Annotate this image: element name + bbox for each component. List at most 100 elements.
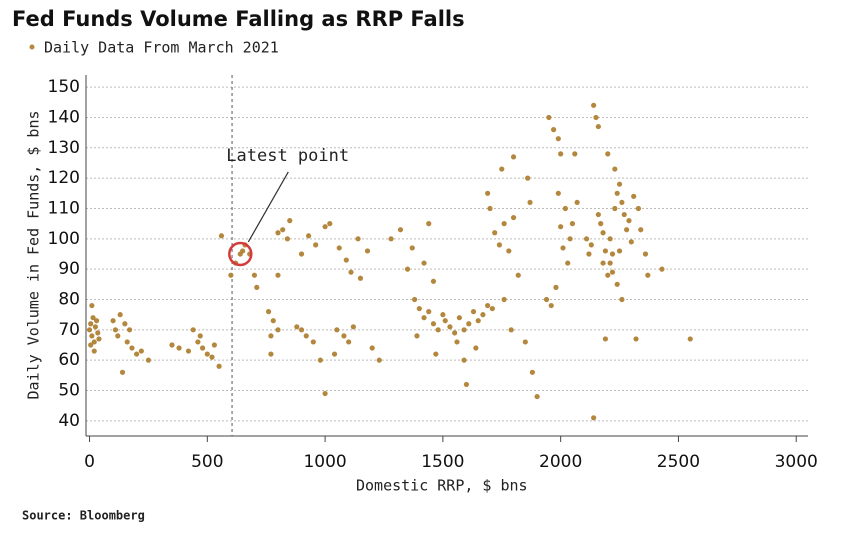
point — [86, 327, 93, 333]
point — [631, 193, 637, 199]
point — [600, 260, 606, 266]
point — [364, 248, 371, 254]
point — [607, 236, 613, 242]
point — [527, 199, 533, 206]
point — [343, 257, 349, 263]
y-tick-label: 90 — [58, 259, 80, 279]
point — [607, 260, 613, 266]
point — [89, 302, 95, 309]
point — [275, 230, 281, 236]
point — [412, 296, 418, 303]
point — [522, 339, 528, 345]
point — [355, 236, 361, 242]
point — [211, 342, 217, 348]
point — [138, 348, 144, 354]
point — [254, 284, 260, 290]
point — [612, 205, 618, 212]
point — [485, 190, 491, 196]
point — [619, 199, 625, 206]
point — [284, 236, 291, 242]
point — [510, 154, 517, 160]
point — [529, 369, 535, 375]
point — [633, 336, 639, 342]
source: Source: Bloomberg — [22, 509, 145, 523]
point — [475, 318, 481, 324]
point — [88, 342, 94, 348]
point — [327, 221, 333, 227]
point — [95, 330, 101, 336]
x-tick-label: 1500 — [421, 452, 464, 472]
point — [442, 318, 448, 324]
point — [115, 333, 121, 339]
point — [200, 345, 206, 351]
y-axis-label: Daily Volume in Fed Funds, $ bns — [25, 111, 43, 400]
point — [110, 318, 116, 324]
point — [376, 357, 382, 363]
point — [659, 266, 665, 272]
y-tick-label: 140 — [48, 107, 80, 127]
y-tick-label: 120 — [48, 168, 80, 188]
point — [567, 236, 573, 242]
point — [550, 127, 557, 133]
point — [92, 324, 99, 330]
point — [558, 151, 564, 157]
point — [574, 199, 580, 206]
point — [96, 336, 102, 342]
point — [548, 302, 554, 309]
point — [421, 315, 427, 321]
point — [129, 345, 135, 351]
point — [185, 348, 192, 354]
point — [555, 136, 561, 142]
point — [317, 357, 323, 363]
point — [126, 327, 133, 333]
y-tick-label: 50 — [58, 380, 80, 400]
point — [616, 181, 623, 187]
point — [268, 333, 274, 339]
point — [480, 312, 486, 318]
point — [452, 330, 458, 336]
point — [572, 151, 578, 157]
point — [461, 327, 467, 333]
annotation-arrow — [247, 171, 289, 243]
annotation-text: Latest point — [226, 146, 349, 166]
x-tick-label: 2500 — [657, 452, 700, 472]
point — [609, 269, 616, 275]
point — [473, 345, 479, 351]
x-axis-label: Domestic RRP, $ bns — [356, 477, 528, 495]
point — [612, 166, 618, 172]
point — [628, 239, 634, 245]
point — [510, 214, 517, 221]
point — [626, 218, 632, 224]
point — [336, 245, 342, 251]
point — [369, 345, 375, 351]
point — [124, 339, 130, 345]
point — [485, 302, 491, 309]
point — [496, 242, 503, 248]
point — [614, 281, 620, 287]
point — [298, 251, 305, 257]
point — [605, 272, 611, 278]
point — [357, 275, 364, 281]
point — [619, 296, 625, 303]
point — [287, 218, 293, 224]
point — [119, 369, 126, 375]
point — [591, 102, 597, 108]
point — [560, 245, 566, 251]
point — [322, 224, 328, 230]
point — [190, 327, 196, 333]
point — [456, 315, 462, 321]
point — [294, 324, 300, 330]
point — [416, 305, 422, 312]
point — [388, 236, 394, 242]
point — [591, 415, 597, 421]
point — [440, 312, 446, 318]
point — [600, 230, 606, 236]
point — [117, 312, 123, 318]
point — [216, 363, 222, 369]
y-tick-label: 70 — [58, 320, 80, 340]
point — [298, 327, 305, 333]
point — [303, 333, 309, 339]
y-tick-label: 80 — [58, 289, 80, 309]
point — [169, 342, 175, 348]
point — [635, 205, 641, 212]
